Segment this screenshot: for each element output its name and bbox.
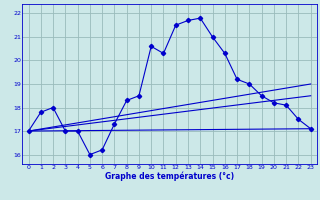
X-axis label: Graphe des températures (°c): Graphe des températures (°c) [105, 172, 234, 181]
